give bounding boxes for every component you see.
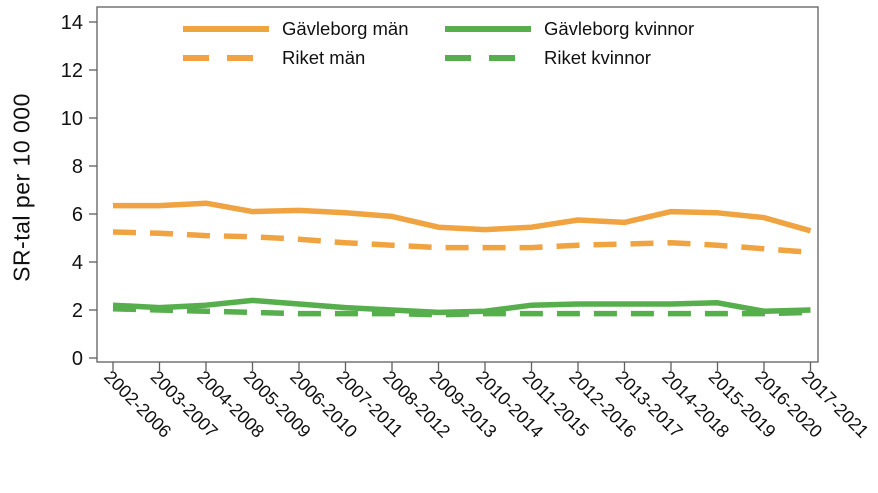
legend-item-gavleborg-man: Gävleborg män xyxy=(183,18,445,40)
y-tick-label: 12 xyxy=(61,60,83,82)
legend: Gävleborg män Riket män Gävleborg kvinnor R… xyxy=(183,14,694,72)
legend-swatch-solid-line xyxy=(445,25,531,32)
legend-label: Gävleborg kvinnor xyxy=(544,17,695,39)
y-tick-label: 4 xyxy=(72,252,83,274)
y-tick-label: 14 xyxy=(61,12,83,34)
y-tick-label: 6 xyxy=(72,204,83,226)
legend-swatch-dashed-line xyxy=(183,54,269,61)
series-line-gavleborg-kvinnor xyxy=(112,297,811,316)
y-tick-label: 8 xyxy=(72,156,83,178)
legend-swatch-dashed-line xyxy=(445,54,531,61)
legend-label: Riket kvinnor xyxy=(544,46,651,68)
plot-frame xyxy=(96,6,819,363)
y-tick-label: 10 xyxy=(61,108,83,130)
y-tick-label: 2 xyxy=(72,300,83,322)
legend-item-gavleborg-kvinnor: Gävleborg kvinnor xyxy=(445,18,694,40)
legend-item-riket-kvinnor: Riket kvinnor xyxy=(445,47,694,69)
series-line-riket-man xyxy=(112,229,811,256)
y-tick-label: 0 xyxy=(72,348,83,370)
series-line-gavleborg-man xyxy=(113,200,812,234)
legend-item-riket-man: Riket män xyxy=(183,47,445,69)
legend-label: Riket män xyxy=(282,46,366,68)
series-line-riket-kvinnor xyxy=(112,306,811,318)
legend-swatch-solid-line xyxy=(183,25,269,32)
legend-label: Gävleborg män xyxy=(282,17,409,39)
